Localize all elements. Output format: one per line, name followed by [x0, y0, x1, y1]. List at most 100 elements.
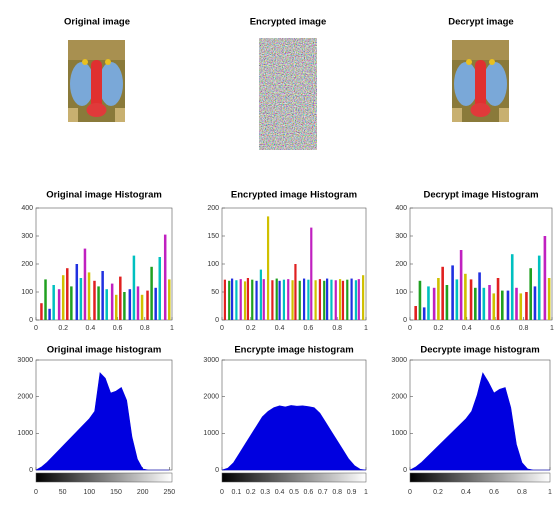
bar: [80, 278, 82, 320]
x-tick-label: 0: [408, 325, 412, 332]
bar: [525, 292, 528, 320]
x-tick-label: 0: [34, 489, 38, 496]
bar: [93, 281, 95, 320]
bar: [330, 280, 332, 320]
bar: [315, 280, 317, 320]
x-tick-label: 50: [59, 489, 67, 496]
bar: [346, 280, 348, 320]
x-tick-label: 1: [170, 325, 174, 332]
bar: [260, 270, 262, 320]
bar: [534, 286, 537, 320]
y-tick-label: 100: [395, 289, 407, 296]
bar: [159, 257, 161, 320]
bar: [263, 279, 265, 320]
y-tick-label: 3000: [17, 357, 33, 364]
bar: [319, 279, 321, 320]
bar: [52, 285, 54, 320]
bar: [154, 288, 156, 320]
colorbar: [36, 473, 172, 482]
x-tick-label: 0.4: [461, 489, 471, 496]
bar: [519, 293, 522, 320]
bar: [133, 256, 135, 320]
bar: [355, 280, 357, 320]
y-tick-label: 2000: [17, 394, 33, 401]
colorbar: [410, 473, 550, 482]
y-tick-label: 1000: [203, 430, 219, 437]
bar: [460, 250, 463, 320]
x-tick-label: 250: [163, 489, 175, 496]
x-tick-label: 0.2: [58, 325, 68, 332]
bar: [228, 281, 230, 320]
y-tick-label: 2000: [203, 394, 219, 401]
y-tick-label: 0: [215, 467, 219, 474]
x-tick-label: 0.1: [232, 489, 242, 496]
bar: [279, 281, 281, 320]
image-title: Original image: [64, 17, 130, 28]
x-tick-label: 0.8: [519, 325, 529, 332]
x-tick-label: 0.8: [517, 489, 527, 496]
bar: [294, 264, 296, 320]
x-tick-label: 0.5: [289, 489, 299, 496]
x-tick-label: 1: [550, 325, 554, 332]
y-tick-label: 100: [21, 289, 33, 296]
bar: [470, 279, 473, 320]
x-tick-label: 0.6: [304, 325, 314, 332]
bar: [101, 271, 103, 320]
x-tick-label: 0.8: [140, 325, 150, 332]
x-tick-label: 0.6: [489, 489, 499, 496]
bar: [251, 280, 253, 320]
figure: Original image Encrypted image Decrypt i…: [0, 0, 556, 501]
page: {"images": [{"title": "Original image"},…: [0, 0, 556, 506]
y-tick-label: 50: [211, 289, 219, 296]
y-tick-label: 200: [395, 261, 407, 268]
x-tick-label: 200: [137, 489, 149, 496]
bar: [335, 280, 337, 320]
encrypted-image: [259, 38, 317, 150]
bar: [224, 280, 226, 320]
chart-title: Original image histogram: [47, 345, 162, 356]
y-tick-label: 400: [395, 205, 407, 212]
bar: [488, 285, 491, 320]
decrypt-image: [452, 40, 509, 122]
bar: [44, 279, 46, 320]
bar: [544, 236, 547, 320]
y-tick-label: 400: [21, 205, 33, 212]
y-tick-label: 100: [207, 261, 219, 268]
bar: [168, 279, 170, 320]
x-tick-label: 0.6: [304, 489, 314, 496]
bar: [88, 272, 90, 320]
x-tick-label: 100: [83, 489, 95, 496]
x-tick-label: 0.8: [332, 325, 342, 332]
bar: [478, 272, 481, 320]
original-image: [68, 40, 125, 122]
x-tick-label: 0.4: [86, 325, 96, 332]
bar: [115, 295, 117, 320]
bar: [515, 288, 518, 320]
bar: [310, 228, 312, 320]
bar: [464, 274, 467, 320]
x-tick-label: 0.2: [434, 325, 444, 332]
bar: [427, 286, 430, 320]
chart-title: Encrypte image histogram: [234, 345, 353, 356]
bar: [123, 292, 125, 320]
x-tick-label: 0.6: [490, 325, 500, 332]
bar: [111, 284, 113, 320]
y-tick-label: 2000: [391, 394, 407, 401]
y-tick-label: 200: [21, 261, 33, 268]
bar: [58, 289, 60, 320]
y-tick-label: 150: [207, 233, 219, 240]
x-tick-label: 0.2: [433, 489, 443, 496]
y-tick-label: 0: [29, 467, 33, 474]
bar: [456, 279, 459, 320]
x-tick-label: 0.4: [275, 489, 285, 496]
x-tick-label: 0: [220, 325, 224, 332]
bar: [267, 216, 269, 320]
bar: [548, 278, 551, 320]
bar: [511, 254, 514, 320]
bar: [507, 291, 510, 320]
bar: [501, 291, 504, 320]
x-tick-label: 0.4: [462, 325, 472, 332]
chart-title: Decrypte image histogram: [420, 345, 539, 356]
bar: [291, 280, 293, 320]
bar: [497, 278, 500, 320]
